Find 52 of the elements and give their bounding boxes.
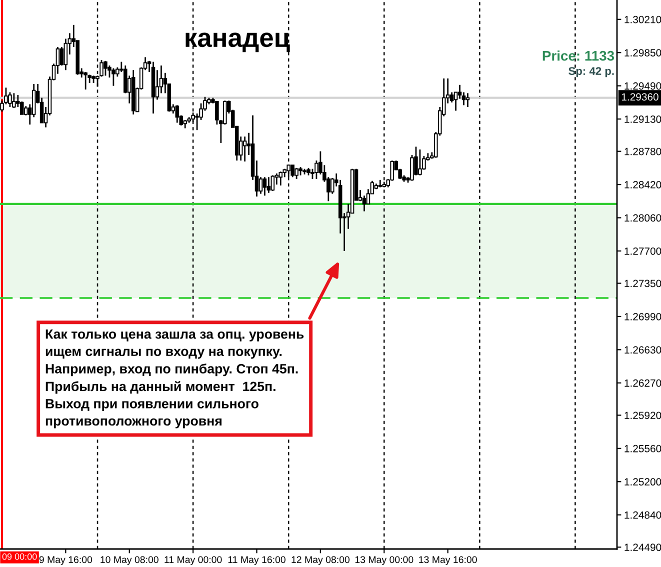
annotation: Как только цена зашла за опц. уровень ищем сигналы по входу на покупку. Например, вход по пинбару. Стоп 45п. Прибыль на данный момент 125п. Выход при появлении сильного противоположного уровня bbox=[46, 329, 304, 428]
candlestick bbox=[242, 136, 247, 162]
y-tick-label: 1.24490 bbox=[624, 544, 661, 552]
y-tick-label: 1.27350 bbox=[624, 280, 661, 288]
x-tick-label: 10 May 08:00 bbox=[100, 556, 158, 566]
candlestick bbox=[8, 92, 12, 108]
candlestick bbox=[84, 71, 88, 90]
y-tick-label: 1.25200 bbox=[624, 478, 661, 486]
y-tick-label: 1.29130 bbox=[624, 116, 661, 123]
x-tick-label: 12 May 08:00 bbox=[292, 556, 350, 566]
text: 09 00:00 bbox=[2, 553, 37, 560]
x-tick-label: 13 May 00:00 bbox=[355, 556, 414, 566]
y-tick-label: 1.24840 bbox=[624, 511, 661, 519]
x-tick-label: 11 May 16:00 bbox=[228, 556, 286, 566]
candlestick bbox=[24, 105, 28, 116]
text: канадец bbox=[186, 32, 290, 52]
x-tick-label: 11 May 00:00 bbox=[164, 556, 222, 566]
y-tick-label: 1.28060 bbox=[624, 214, 661, 222]
candlestick bbox=[258, 176, 263, 194]
y-tick-label: 1.26270 bbox=[624, 379, 661, 387]
x-tick-label: 13 May 16:00 bbox=[419, 556, 477, 566]
annotation: Sp: 42 p. bbox=[568, 67, 614, 78]
candlestick bbox=[104, 60, 108, 76]
y-tick-label: 1.27700 bbox=[624, 247, 661, 255]
candlestick bbox=[270, 174, 275, 192]
candlestick bbox=[266, 176, 271, 194]
y-tick-label: 1.29850 bbox=[624, 49, 661, 56]
x-tick-label: 9 May 16:00 bbox=[39, 556, 92, 566]
candlestick bbox=[418, 148, 422, 176]
candlestick bbox=[314, 160, 318, 180]
candlestick bbox=[262, 176, 267, 196]
candlestick bbox=[175, 104, 180, 124]
candlestick bbox=[294, 167, 298, 180]
y-tick-label: 1.25920 bbox=[624, 412, 661, 420]
candlestick bbox=[290, 164, 294, 178]
ref-line-label: 1.29360 bbox=[622, 93, 658, 101]
y-tick-label: 1.28420 bbox=[624, 181, 661, 188]
candlestick bbox=[155, 69, 160, 100]
candlestick bbox=[112, 68, 116, 87]
candlestick bbox=[60, 46, 64, 66]
candlestick bbox=[195, 112, 199, 131]
y-tick-label: 1.26630 bbox=[624, 346, 661, 354]
candlestick bbox=[466, 92, 470, 108]
candlestick bbox=[330, 177, 334, 194]
y-tick-label: 1.29490 bbox=[624, 82, 661, 90]
y-tick-label: 1.25560 bbox=[624, 444, 661, 452]
candlestick bbox=[12, 92, 16, 109]
annotation: Price: 1133 bbox=[542, 50, 614, 61]
y-tick-label: 1.30210 bbox=[624, 16, 661, 24]
y-tick-label: 1.26990 bbox=[624, 312, 661, 320]
candlestick bbox=[278, 170, 283, 186]
y-tick-label: 1.28780 bbox=[624, 148, 661, 156]
